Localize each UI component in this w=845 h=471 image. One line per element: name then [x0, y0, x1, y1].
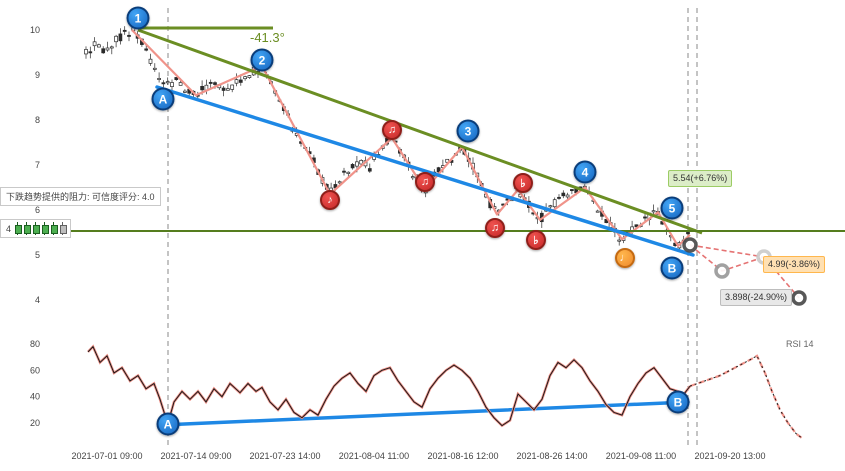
svg-text:5: 5 [35, 250, 40, 260]
wave-point-2[interactable]: 2 [250, 48, 274, 72]
svg-text:4: 4 [35, 295, 40, 305]
wave-point-4[interactable]: 4 [573, 160, 597, 184]
svg-text:2021-08-16 12:00: 2021-08-16 12:00 [427, 451, 498, 461]
event-vlines [167, 8, 698, 448]
price-target-up-label[interactable]: 5.54(+6.76%) [668, 170, 733, 187]
svg-text:80: 80 [30, 339, 40, 349]
svg-text:9: 9 [35, 70, 40, 80]
wave-point-a[interactable]: A [151, 87, 175, 111]
price-axis-labels: 10 9 8 7 6 5 4 [30, 25, 40, 305]
gray-candle-icon [59, 222, 67, 235]
score-value: 4 [6, 223, 12, 234]
green-candle-icon [50, 222, 58, 235]
svg-text:8: 8 [35, 115, 40, 125]
resistance-note: 下跌趋势提供的阻力: 可信度评分: 4.0 [0, 187, 161, 206]
svg-text:7: 7 [35, 160, 40, 170]
svg-text:6: 6 [35, 205, 40, 215]
wave-point-1[interactable]: 1 [126, 6, 150, 30]
wave-point-5[interactable]: 5 [660, 196, 684, 220]
note-marker-3[interactable]: ♫ [415, 172, 435, 192]
note-marker-4[interactable]: ♫ [485, 218, 505, 238]
green-candle-icon [32, 222, 40, 235]
svg-text:60: 60 [30, 365, 40, 375]
svg-text:2021-07-01 09:00: 2021-07-01 09:00 [71, 451, 142, 461]
green-candle-icon [41, 222, 49, 235]
wave-point-a-rsi[interactable]: A [156, 412, 180, 436]
svg-text:2021-09-20 13:00: 2021-09-20 13:00 [694, 451, 765, 461]
trendlines[interactable] [35, 26, 845, 427]
note-marker-5[interactable]: ♭ [513, 173, 533, 193]
pattern-score-badge[interactable]: 4 [0, 219, 72, 238]
rsi-indicator-label: RSI 14 [786, 339, 814, 349]
svg-text:2021-09-08 11:00: 2021-09-08 11:00 [606, 451, 676, 461]
svg-text:10: 10 [30, 25, 40, 35]
wave-point-b-rsi[interactable]: B [666, 390, 690, 414]
svg-text:20: 20 [30, 418, 40, 428]
green-candle-icon [23, 222, 31, 235]
price-target-mid-label[interactable]: 4.99(-3.86%) [763, 256, 826, 273]
note-marker-1[interactable]: ♪ [320, 190, 340, 210]
green-candle-icon [14, 222, 22, 235]
x-axis-labels: 2021-07-01 09:00 2021-07-14 09:00 2021-07-… [71, 451, 765, 461]
svg-text:2021-08-26 14:00: 2021-08-26 14:00 [516, 451, 587, 461]
rsi-line [87, 344, 804, 440]
trendline-angle-label: -41.3° [250, 30, 285, 45]
note-marker-6[interactable]: ♭ [526, 230, 546, 250]
price-target-down-label[interactable]: 3.898(-24.90%) [720, 289, 793, 306]
svg-text:2021-07-14 09:00: 2021-07-14 09:00 [160, 451, 231, 461]
svg-text:2021-08-04 11:00: 2021-08-04 11:00 [339, 451, 409, 461]
note-marker-2[interactable]: ♫ [382, 120, 402, 140]
rsi-axis-labels: 80 60 40 20 [30, 339, 40, 428]
wave-point-b[interactable]: B [660, 256, 684, 280]
svg-text:40: 40 [30, 392, 40, 402]
zigzag-wave-line[interactable] [131, 29, 691, 248]
note-marker-7[interactable]: ♩ [615, 248, 635, 268]
svg-text:2021-07-23 14:00: 2021-07-23 14:00 [249, 451, 320, 461]
wave-point-3[interactable]: 3 [456, 119, 480, 143]
price-projection [682, 237, 807, 306]
